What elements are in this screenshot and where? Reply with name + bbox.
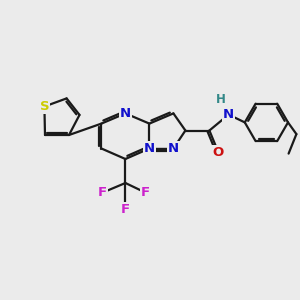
Text: O: O (213, 146, 224, 159)
Text: H: H (216, 93, 225, 106)
Text: F: F (98, 186, 107, 199)
Text: F: F (121, 203, 130, 216)
Text: N: N (120, 107, 131, 120)
Text: N: N (223, 108, 234, 121)
Text: N: N (144, 142, 155, 155)
Text: N: N (168, 142, 179, 155)
Text: S: S (40, 100, 49, 113)
Text: F: F (141, 186, 150, 199)
